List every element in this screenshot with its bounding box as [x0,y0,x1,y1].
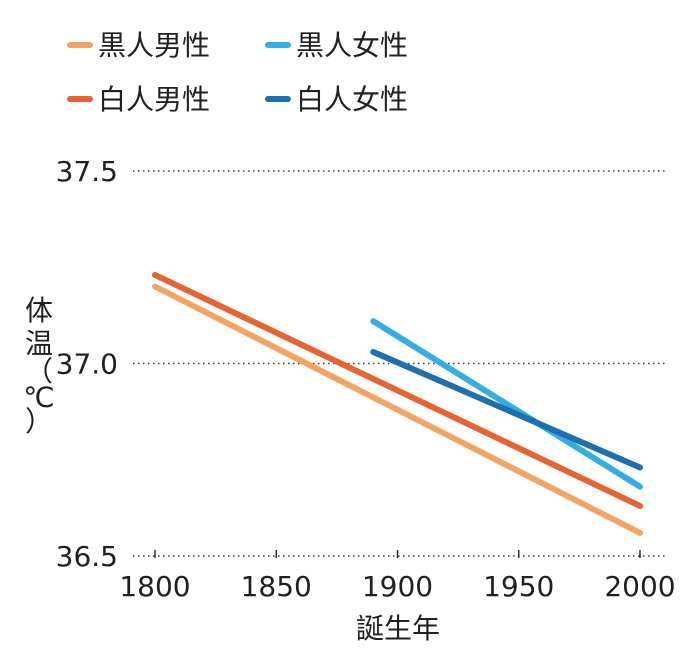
y-axis: 36.5 37.0 37.5 [56,155,118,573]
x-tick-label: 1900 [362,570,433,603]
y-tick-label: 36.5 [56,540,118,573]
x-tick-label: 1950 [483,570,554,603]
y-axis-label-char: 体 [25,294,53,327]
series-line [152,271,643,509]
y-axis-label-char: ℃ [23,381,54,414]
x-axis: 1800 1850 1900 1950 2000 [119,550,676,603]
x-axis-label: 誕生年 [356,612,440,645]
series-line [152,283,643,536]
y-axis-label-char: ） [25,405,53,438]
x-tick-label: 1850 [241,570,312,603]
x-tick-label: 1800 [119,570,190,603]
y-axis-label: 体温（℃） [23,294,54,438]
legend-label: 黒人女性 [296,29,408,62]
series-line [370,318,643,490]
series-line [370,348,643,471]
y-axis-label-char: （ [25,355,53,388]
y-tick-label: 37.5 [56,155,118,188]
y-axis-label-char: 温 [25,327,53,360]
series-lines [152,271,643,536]
y-tick-label: 37.0 [56,348,118,381]
x-tick-label: 2000 [604,570,675,603]
legend-label: 黒人男性 [98,29,210,62]
legend-label: 白人女性 [296,83,408,116]
legend-label: 白人男性 [98,83,210,116]
